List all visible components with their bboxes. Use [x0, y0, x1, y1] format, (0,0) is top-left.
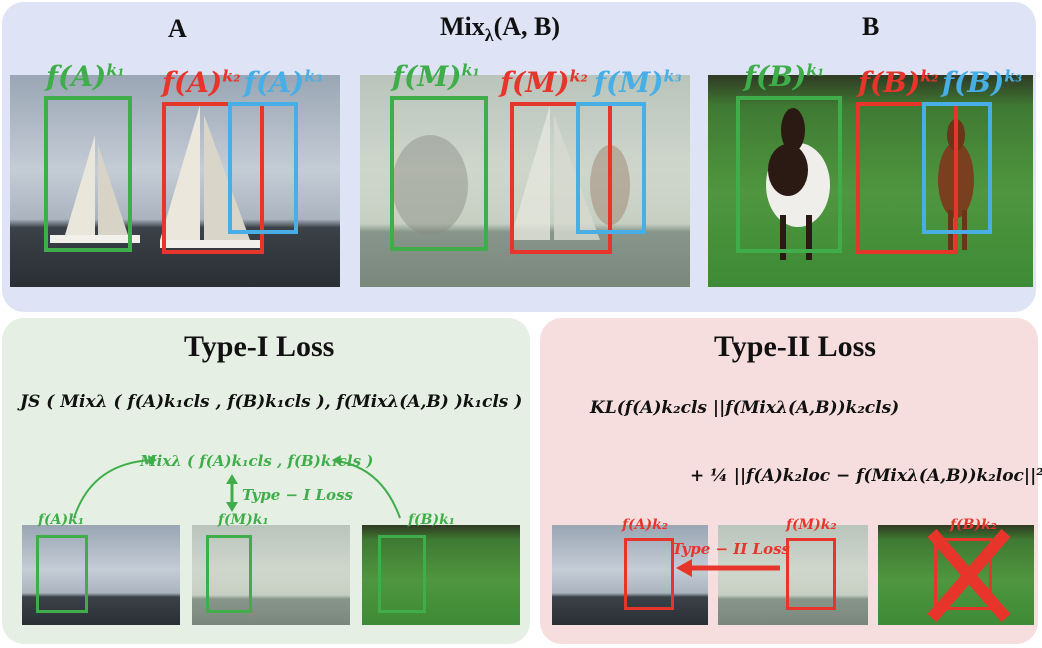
type1-thumb-a — [22, 525, 180, 625]
type1-mix-label: Mixλ ( f(A)k₁cls , f(B)k₁cls ) — [140, 452, 374, 470]
label-m-k1: f(M)k₁ — [392, 60, 480, 93]
header-mix-args: (A, B) — [493, 12, 561, 41]
box-m-k1 — [390, 96, 488, 251]
box-b-k3 — [922, 102, 992, 234]
label-a-k3: f(A)k₃ — [244, 66, 323, 99]
sailboat-icon — [50, 105, 260, 248]
horse-icon — [766, 108, 974, 260]
type1-thumb-b — [362, 525, 520, 625]
header-mix-sub: λ — [484, 25, 494, 46]
box-m-k3 — [576, 102, 646, 234]
label-b-k3: f(B)k₃ — [942, 66, 1023, 99]
label-b-k2: f(B)k₂ — [858, 66, 939, 99]
box-b-k1 — [736, 96, 842, 253]
type1-formula: JS ( Mixλ ( f(A)k₁cls , f(B)k₁cls ), f(M… — [20, 392, 523, 412]
type1-box-a — [36, 535, 88, 613]
type1-thumb-label-b: f(B)k₁ — [408, 512, 455, 528]
type2-box-a — [624, 538, 674, 610]
type2-box-m — [786, 538, 836, 610]
type1-thumb-label-a: f(A)k₁ — [38, 512, 84, 528]
type1-thumb-label-m: f(M)k₁ — [218, 512, 269, 528]
header-mix: Mixλ(A, B) — [440, 12, 560, 46]
header-mix-prefix: Mix — [440, 12, 485, 41]
box-b-k2 — [856, 102, 958, 254]
type1-title: Type-I Loss — [184, 330, 335, 363]
cross-icon — [927, 529, 1011, 622]
type2-overlays — [676, 529, 1011, 622]
type2-thumb-label-a: f(A)k₂ — [622, 517, 668, 533]
type1-thumb-m — [192, 525, 350, 625]
type1-arrows — [73, 455, 401, 519]
box-a-k2 — [162, 102, 264, 254]
label-m-k2: f(M)k₂ — [500, 66, 588, 99]
type2-arrow-label: Type − II Loss — [672, 540, 790, 558]
box-a-k3 — [228, 102, 298, 234]
type2-formula-line1: KL(f(A)k₂cls ||f(Mixλ(A,B))k₂cls) — [590, 398, 900, 418]
header-b: B — [862, 12, 880, 41]
label-a-k1: f(A)k₁ — [46, 60, 125, 93]
header-a: A — [168, 14, 187, 43]
type1-box-b — [378, 535, 426, 613]
label-m-k3: f(M)k₃ — [594, 66, 682, 99]
label-b-k1: f(B)k₁ — [744, 60, 825, 93]
type1-arrow-label: Type − I Loss — [242, 486, 353, 504]
label-a-k2: f(A)k₂ — [162, 66, 241, 99]
type1-box-m — [206, 535, 252, 613]
type2-formula-line2: + ¼ ||f(A)k₂loc − f(Mixλ(A,B))k₂loc||²₂ — [690, 466, 1042, 486]
box-m-k2 — [510, 102, 612, 254]
box-a-k1 — [44, 96, 132, 252]
type2-thumb-label-m: f(M)k₂ — [786, 517, 837, 533]
type2-box-b — [934, 538, 992, 610]
type2-title: Type-II Loss — [714, 330, 876, 363]
type2-thumb-label-b: f(B)k₂ — [950, 517, 997, 533]
